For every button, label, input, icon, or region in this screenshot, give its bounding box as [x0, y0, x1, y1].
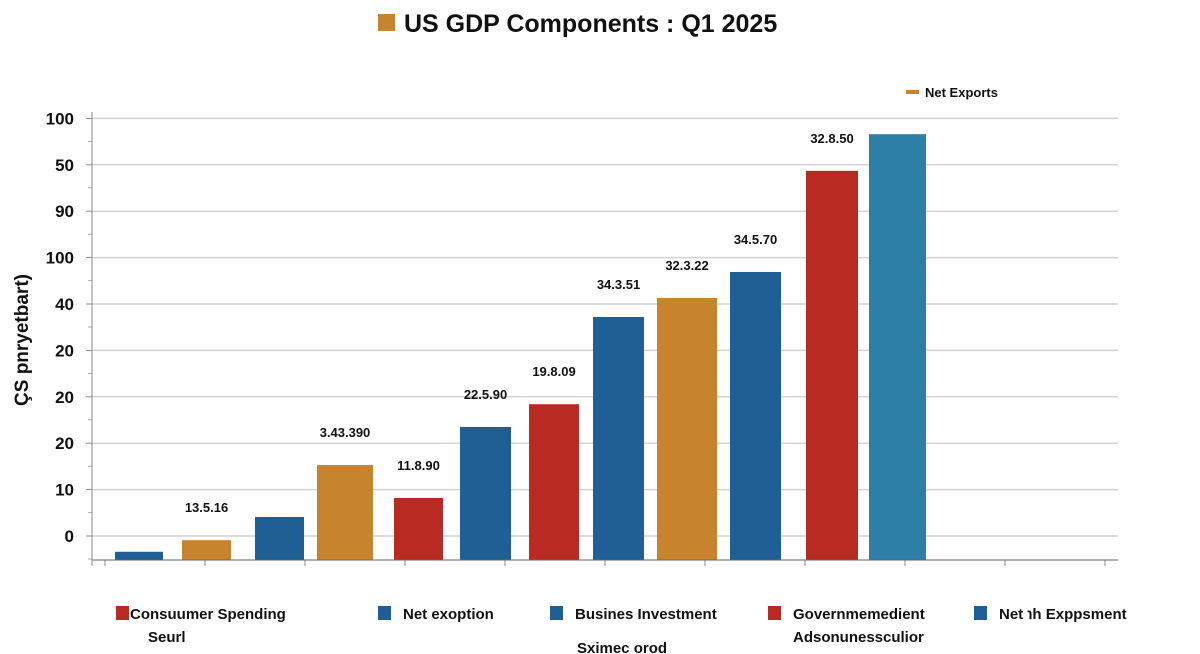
bar [317, 465, 373, 560]
y-tick-label: 100 [46, 249, 74, 268]
legend-sublabel: Seurl [148, 629, 186, 646]
y-axis-label: ÇS pnryetbart) [12, 274, 33, 406]
legend-swatch [974, 606, 987, 620]
y-tick-label: 0 [65, 527, 74, 546]
legend-swatch-top [906, 90, 919, 94]
y-tick-label: 90 [55, 202, 74, 221]
legend-label: Consuumer Spending [130, 606, 286, 623]
legend-sublabel: Adsonunessculior [793, 629, 924, 646]
y-tick-label: 50 [55, 156, 74, 175]
x-axis-label: Sximec orod [577, 640, 667, 654]
y-tick-label: 20 [55, 341, 74, 360]
data-label: 34.3.51 [597, 277, 640, 292]
bar [255, 516, 304, 560]
bar [593, 316, 644, 560]
data-label: 11.8.90 [397, 458, 440, 473]
bar [869, 134, 926, 560]
data-label: 32.3.22 [665, 258, 708, 273]
bar [115, 551, 163, 560]
chart-title: US GDP Components : Q1 2025 [404, 10, 777, 38]
legend-label: Governmemedient [793, 606, 925, 623]
data-label: 3.43.390 [320, 425, 371, 440]
data-label: 22.5.90 [464, 387, 507, 402]
title-marker [378, 14, 395, 31]
y-tick-label: 40 [55, 295, 74, 314]
bar [806, 170, 858, 560]
legend-label-top: Net Exports [925, 85, 998, 100]
legend-swatch [116, 606, 129, 620]
legend-label: Busines Investment [575, 606, 717, 623]
y-tick-label: 20 [55, 434, 74, 453]
legend-swatch [550, 606, 563, 620]
data-label: 32.8.50 [810, 131, 853, 146]
legend-swatch [768, 606, 781, 620]
legend-swatch [378, 606, 391, 620]
bar [394, 497, 443, 560]
bar [657, 297, 717, 560]
data-label: 19.8.09 [532, 364, 575, 379]
y-tick-label: 20 [55, 388, 74, 407]
y-tick-label: 10 [55, 481, 74, 500]
y-tick-label: 100 [46, 109, 74, 128]
legend-label: Net ℩h Exppsment [999, 606, 1127, 623]
data-label: 13.5.16 [185, 500, 228, 515]
bar [460, 426, 511, 560]
legend-label: Net exoption [403, 606, 494, 623]
data-label: 34.5.70 [734, 232, 777, 247]
bar [730, 271, 781, 560]
bar [182, 540, 231, 560]
bar [529, 404, 579, 560]
